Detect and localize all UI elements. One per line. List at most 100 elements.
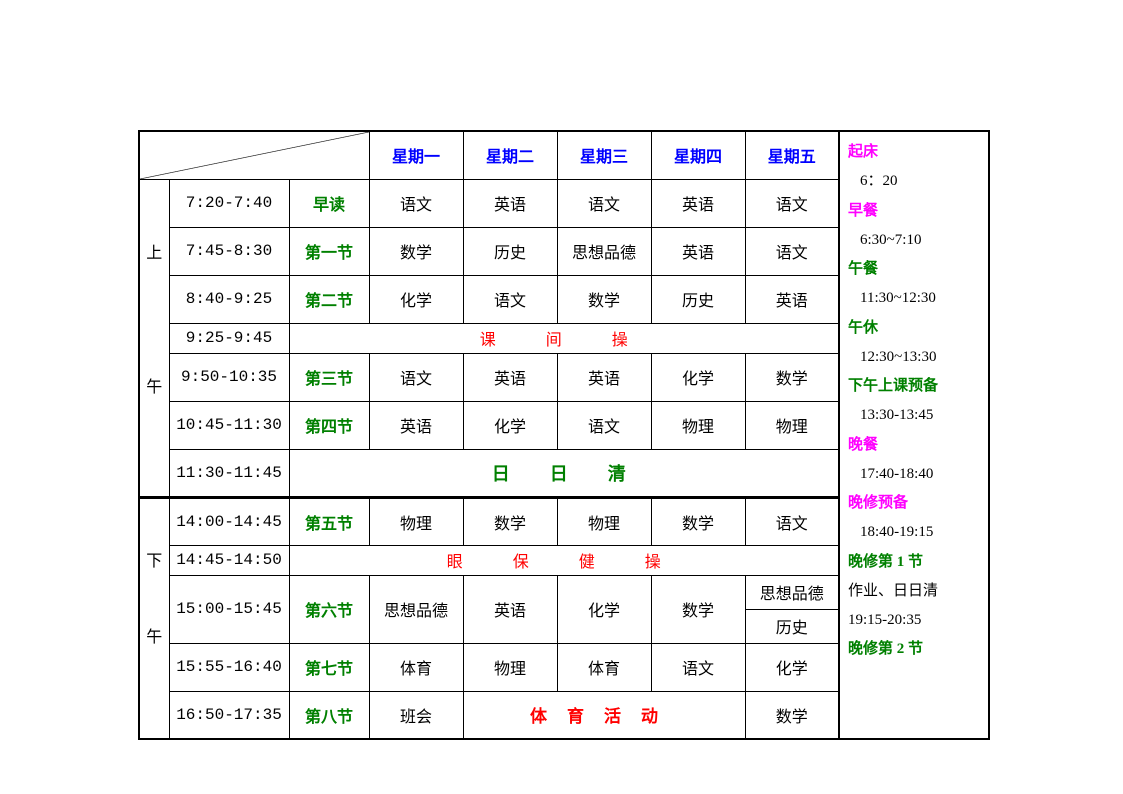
side-panel: 起床6：20早餐6:30~7:10午餐11:30~12:30午休12:30~13… <box>840 130 990 740</box>
period-label: 第五节 <box>289 497 369 545</box>
subject-cell: 思想品德 <box>369 575 463 643</box>
subject-cell: 英语 <box>463 353 557 401</box>
eye-break-row: 14:45-14:50 眼保健操 <box>139 545 839 575</box>
table-row: 8:40-9:25 第二节 化学 语文 数学 历史 英语 <box>139 275 839 323</box>
subject-cell: 语文 <box>369 179 463 227</box>
period-label: 第七节 <box>289 643 369 691</box>
time-cell: 10:45-11:30 <box>169 401 289 449</box>
side-label: 晚餐 <box>848 431 980 460</box>
table-row: 午 9:50-10:35 第三节 语文 英语 英语 化学 数学 <box>139 353 839 401</box>
subject-cell: 英语 <box>463 575 557 643</box>
side-time: 17:40-18:40 <box>848 460 980 489</box>
subject-cell: 数学 <box>651 497 745 545</box>
subject-cell: 数学 <box>557 275 651 323</box>
sport-activity: 体育活动 <box>463 691 745 739</box>
ampm-spacer <box>139 323 169 353</box>
subject-cell: 语文 <box>745 497 839 545</box>
subject-cell: 化学 <box>651 353 745 401</box>
clear-label: 日日清 <box>289 449 839 497</box>
time-cell: 15:55-16:40 <box>169 643 289 691</box>
table-row: 下 14:00-14:45 第五节 物理 数学 物理 数学 语文 <box>139 497 839 545</box>
time-cell: 11:30-11:45 <box>169 449 289 497</box>
subject-cell: 语文 <box>369 353 463 401</box>
subject-cell: 语文 <box>557 401 651 449</box>
time-cell: 7:20-7:40 <box>169 179 289 227</box>
diagonal-cell <box>139 131 369 179</box>
subject-cell: 数学 <box>369 227 463 275</box>
side-time: 11:30~12:30 <box>848 284 980 313</box>
subject-cell: 英语 <box>557 353 651 401</box>
side-label: 晚修第 1 节 <box>848 548 980 577</box>
subject-cell: 思想品德 <box>745 575 839 609</box>
subject-cell: 语文 <box>557 179 651 227</box>
time-cell: 8:40-9:25 <box>169 275 289 323</box>
subject-cell: 体育 <box>557 643 651 691</box>
main-table-wrap: 星期一 星期二 星期三 星期四 星期五 上 7:20-7:40 早读 语文 英语… <box>138 130 840 740</box>
side-time: 12:30~13:30 <box>848 343 980 372</box>
time-cell: 9:50-10:35 <box>169 353 289 401</box>
subject-cell: 化学 <box>745 643 839 691</box>
subject-cell: 语文 <box>745 227 839 275</box>
ampm-spacer <box>139 575 169 609</box>
day-header: 星期四 <box>651 131 745 179</box>
subject-cell: 历史 <box>463 227 557 275</box>
side-time: 19:15-20:35 <box>848 606 980 635</box>
ampm-cell: 午 <box>139 353 169 497</box>
time-cell: 7:45-8:30 <box>169 227 289 275</box>
side-label: 晚修预备 <box>848 489 980 518</box>
subject-cell: 思想品德 <box>557 227 651 275</box>
side-time: 作业、日日清 <box>848 577 980 606</box>
period-label: 早读 <box>289 179 369 227</box>
table-row: 10:45-11:30 第四节 英语 化学 语文 物理 物理 <box>139 401 839 449</box>
side-time: 18:40-19:15 <box>848 518 980 547</box>
time-cell: 14:00-14:45 <box>169 497 289 545</box>
side-label: 午餐 <box>848 255 980 284</box>
time-cell: 16:50-17:35 <box>169 691 289 739</box>
side-label: 晚修第 2 节 <box>848 635 980 664</box>
table-row: 15:55-16:40 第七节 体育 物理 体育 语文 化学 <box>139 643 839 691</box>
subject-cell: 语文 <box>463 275 557 323</box>
schedule-table: 星期一 星期二 星期三 星期四 星期五 上 7:20-7:40 早读 语文 英语… <box>138 130 840 740</box>
table-row: 7:45-8:30 第一节 数学 历史 思想品德 英语 语文 <box>139 227 839 275</box>
subject-cell: 语文 <box>745 179 839 227</box>
subject-cell: 英语 <box>651 179 745 227</box>
period-label: 第三节 <box>289 353 369 401</box>
subject-cell: 英语 <box>651 227 745 275</box>
period-label: 第八节 <box>289 691 369 739</box>
subject-cell: 物理 <box>557 497 651 545</box>
day-header: 星期五 <box>745 131 839 179</box>
subject-cell: 历史 <box>745 609 839 643</box>
break-label: 课间操 <box>289 323 839 353</box>
time-cell: 14:45-14:50 <box>169 545 289 575</box>
ampm-cell: 上 <box>139 179 169 323</box>
period-label: 第六节 <box>289 575 369 643</box>
subject-cell: 化学 <box>463 401 557 449</box>
subject-cell: 物理 <box>651 401 745 449</box>
side-time: 13:30-13:45 <box>848 401 980 430</box>
eye-break-label: 眼保健操 <box>289 545 839 575</box>
time-cell: 9:25-9:45 <box>169 323 289 353</box>
time-cell: 15:00-15:45 <box>169 575 289 643</box>
subject-cell: 数学 <box>745 691 839 739</box>
subject-cell: 历史 <box>651 275 745 323</box>
subject-cell: 语文 <box>651 643 745 691</box>
subject-cell: 班会 <box>369 691 463 739</box>
day-header: 星期三 <box>557 131 651 179</box>
subject-cell: 物理 <box>369 497 463 545</box>
header-row: 星期一 星期二 星期三 星期四 星期五 <box>139 131 839 179</box>
day-header: 星期一 <box>369 131 463 179</box>
subject-cell: 数学 <box>745 353 839 401</box>
side-label: 下午上课预备 <box>848 372 980 401</box>
table-row: 上 7:20-7:40 早读 语文 英语 语文 英语 语文 <box>139 179 839 227</box>
side-time: 6：20 <box>848 167 980 196</box>
ampm-cell: 下 <box>139 497 169 575</box>
side-label: 午休 <box>848 314 980 343</box>
period-label: 第四节 <box>289 401 369 449</box>
subject-cell: 数学 <box>651 575 745 643</box>
period-label: 第一节 <box>289 227 369 275</box>
side-label: 起床 <box>848 138 980 167</box>
subject-cell: 化学 <box>557 575 651 643</box>
subject-cell: 体育 <box>369 643 463 691</box>
subject-cell: 英语 <box>463 179 557 227</box>
side-label: 早餐 <box>848 197 980 226</box>
